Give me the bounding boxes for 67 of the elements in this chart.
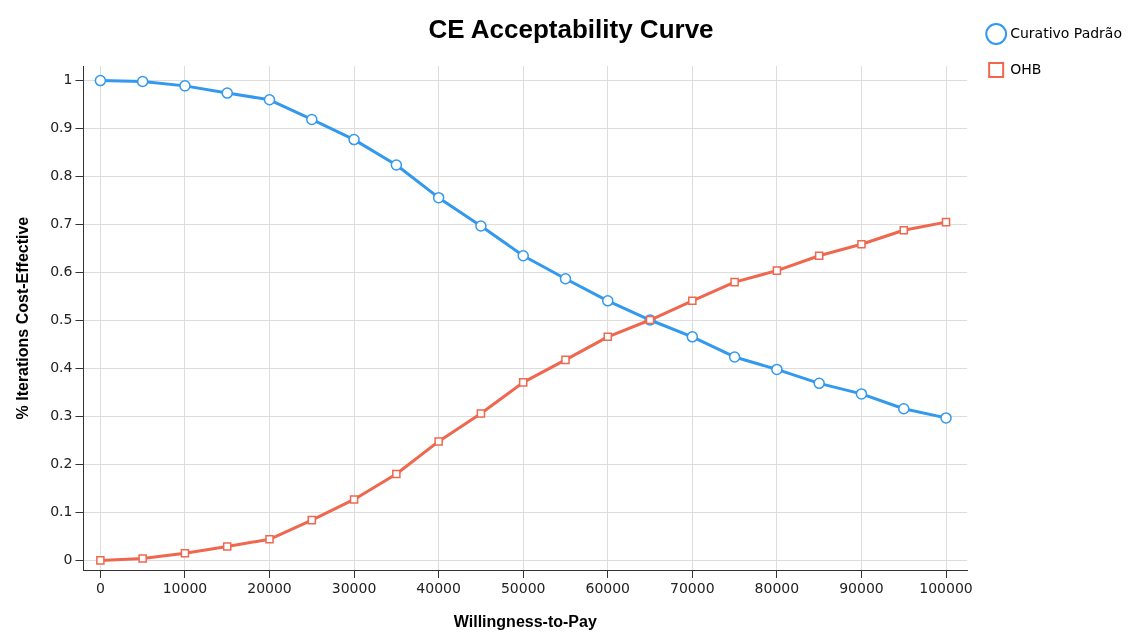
y-tick-label: 0.4 <box>50 359 73 376</box>
point <box>476 409 486 418</box>
point <box>855 388 868 400</box>
y-tick-label: 0.1 <box>50 503 73 520</box>
point <box>180 548 190 558</box>
point <box>475 220 487 232</box>
point <box>222 542 232 551</box>
point <box>221 87 233 99</box>
y-tick-label: 0 <box>63 551 73 568</box>
point <box>434 437 443 446</box>
y-tick-label: 0.9 <box>50 119 73 136</box>
y-tick-label: 0.7 <box>50 215 73 232</box>
point <box>432 191 445 204</box>
point <box>899 226 909 235</box>
x-tick-label: 60000 <box>585 580 631 597</box>
point <box>517 249 529 262</box>
y-tick-label: 0.6 <box>50 263 73 280</box>
y-axis-title: % Iterations Cost-Effective <box>14 216 32 420</box>
x-axis-title: Willingness-to-Pay <box>453 612 597 630</box>
y-tick-label: 1 <box>63 71 73 88</box>
point <box>94 74 107 87</box>
point <box>179 80 191 92</box>
legend-label: Curativo Padrão <box>1010 24 1122 41</box>
point <box>772 266 782 275</box>
point <box>603 332 613 342</box>
x-tick-label: 0 <box>95 580 105 597</box>
point <box>390 159 403 171</box>
legend-label: OHB <box>1010 60 1042 77</box>
chart-title: CE Acceptability Curve <box>428 13 714 44</box>
point <box>941 217 951 227</box>
point <box>96 556 105 565</box>
y-tick-label: 0.2 <box>50 455 73 472</box>
point <box>559 273 572 285</box>
point <box>813 377 825 390</box>
x-tick-label: 20000 <box>247 580 292 597</box>
point <box>561 355 570 365</box>
point <box>728 351 741 363</box>
point <box>349 495 359 504</box>
point <box>518 378 528 387</box>
point <box>392 469 401 479</box>
point <box>857 239 866 249</box>
point <box>688 296 697 306</box>
x-tick-label: 50000 <box>500 580 546 597</box>
y-tick-label: 0.3 <box>50 407 73 424</box>
y-tick-label: 0.8 <box>50 167 73 184</box>
x-tick-label: 90000 <box>839 580 884 597</box>
point <box>897 403 910 415</box>
x-tick-label: 80000 <box>754 580 800 597</box>
point <box>263 94 276 106</box>
x-tick-label: 70000 <box>670 580 715 597</box>
point <box>771 363 783 376</box>
point <box>348 133 360 146</box>
x-tick-label: 10000 <box>162 580 208 597</box>
y-tick-label: 0.5 <box>50 311 73 328</box>
point <box>138 554 147 563</box>
point <box>940 412 952 424</box>
x-tick-label: 40000 <box>416 580 461 597</box>
point <box>307 515 317 525</box>
point <box>265 535 274 544</box>
point <box>814 251 824 261</box>
x-tick-label: 100000 <box>919 580 973 597</box>
point <box>730 277 739 287</box>
x-tick-label: 30000 <box>331 580 377 597</box>
point <box>686 331 699 343</box>
point <box>602 295 614 307</box>
point <box>136 75 149 88</box>
point <box>306 113 318 126</box>
